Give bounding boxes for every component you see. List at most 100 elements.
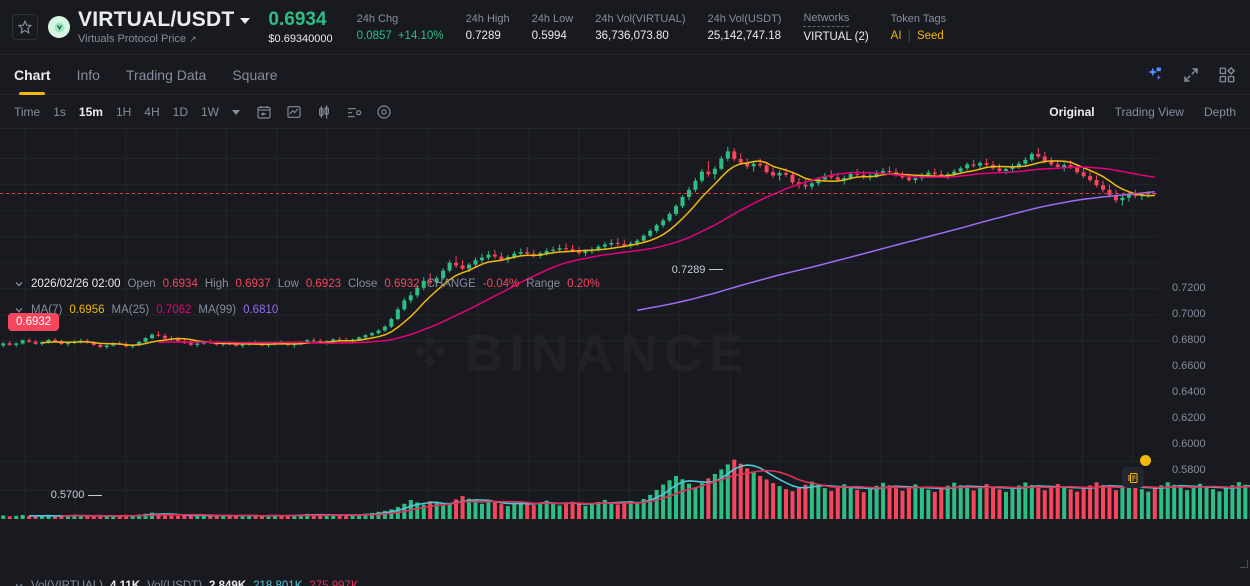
section-tabs: Chart Info Trading Data Square xyxy=(0,55,1250,95)
legend-close-label: Close xyxy=(348,278,378,290)
chart-canvas-area[interactable]: BINANCE 2026/02/26 02:00 Open 0.6934 Hig… xyxy=(0,129,1250,586)
volume-axis: 1M500K xyxy=(1158,574,1250,586)
stat-value: 0.5994 xyxy=(531,30,567,43)
legend-datetime: 2026/02/26 02:00 xyxy=(31,278,121,290)
ma7-value: 0.6956 xyxy=(69,304,105,316)
view-mode-switch: Original Trading View Depth xyxy=(1049,105,1236,119)
view-mode-original[interactable]: Original xyxy=(1049,104,1095,119)
view-mode-tradingview[interactable]: Trading View xyxy=(1114,104,1184,119)
current-price-badge: 0.6932 xyxy=(8,313,60,332)
legend-close-value: 0.6932 xyxy=(384,278,420,290)
vol-base-value: 4.11K xyxy=(110,580,141,586)
star-icon xyxy=(18,20,32,34)
timeframe-1d[interactable]: 1D xyxy=(172,104,188,119)
chg-percent: +14.10% xyxy=(397,30,444,43)
coin-logo-icon xyxy=(48,16,70,38)
price-tick-label: 0.7000 xyxy=(1172,307,1206,320)
legend-low-label: Low xyxy=(277,278,299,290)
legend-range-value: 0.20% xyxy=(567,278,600,290)
indicators-icon[interactable] xyxy=(346,104,362,120)
news-event-icon xyxy=(1128,472,1138,483)
tag-seed[interactable]: Seed xyxy=(916,30,944,43)
tag-ai[interactable]: AI xyxy=(890,30,902,43)
tab-chart[interactable]: Chart xyxy=(14,55,51,95)
tab-label: Trading Data xyxy=(125,66,207,83)
ma7-label: MA(7) xyxy=(31,304,63,316)
price-tick-label: 0.5800 xyxy=(1172,463,1206,476)
timeframe-1w[interactable]: 1W xyxy=(200,104,219,119)
tab-info[interactable]: Info xyxy=(77,55,100,95)
calendar-icon[interactable] xyxy=(256,104,272,120)
view-mode-depth[interactable]: Depth xyxy=(1203,104,1236,119)
period-low-marker: 0.5700 xyxy=(51,489,103,501)
price-tick-label: 0.6200 xyxy=(1172,411,1206,424)
chevron-down-icon[interactable] xyxy=(14,305,24,315)
period-high-marker: 0.7289 xyxy=(672,264,724,276)
ohlc-legend: 2026/02/26 02:00 Open 0.6934 High 0.6937… xyxy=(14,278,600,290)
timeframe-4h[interactable]: 4H xyxy=(144,104,160,119)
price-axis[interactable]: 0.7200 0.7000 0.6800 0.6600 0.6400 0.6200 0.60… xyxy=(1158,268,1250,586)
stat-token-tags: Token Tags AI | Seed xyxy=(891,12,946,42)
chevron-down-icon[interactable] xyxy=(231,110,240,115)
stat-networks[interactable]: Networks VIRTUAL (2) xyxy=(803,11,869,43)
ma-legend: MA(7) 0.6956 MA(25) 0.7062 MA(99) 0.6810 xyxy=(14,304,278,316)
usd-price: $0.69340000 xyxy=(268,33,333,46)
news-icon-box[interactable] xyxy=(1122,467,1145,489)
legend-open-label: Open xyxy=(127,278,156,290)
stat-24h-chg: 24h Chg 0.0857 +14.10% xyxy=(357,12,444,42)
ma25-value: 0.7062 xyxy=(156,304,192,316)
timeframe-1s[interactable]: 1s xyxy=(53,104,66,119)
tag-separator: | xyxy=(907,30,911,43)
candlestick-icon[interactable] xyxy=(316,104,332,120)
layout-grid-icon[interactable] xyxy=(1218,66,1236,84)
price-tick-label: 0.7200 xyxy=(1172,281,1206,294)
tabbar-actions xyxy=(1146,66,1236,84)
price-tick-label: 0.6600 xyxy=(1172,359,1206,372)
ma25-label: MA(25) xyxy=(111,304,150,316)
leader-line xyxy=(88,494,103,496)
stat-label: 24h Vol(USDT) xyxy=(707,12,782,25)
pair-subtitle[interactable]: Virtuals Protocol Price ↗ xyxy=(78,33,250,45)
stat-value: 36,736,073.80 xyxy=(595,30,669,43)
networks-label: Networks xyxy=(803,11,850,28)
line-chart-icon[interactable] xyxy=(286,104,302,120)
price-tick-label: 0.6400 xyxy=(1172,385,1206,398)
period-low-value: 0.5700 xyxy=(50,489,85,501)
timeframe-1h[interactable]: 1H xyxy=(115,104,132,119)
market-header: VIRTUAL/USDT Virtuals Protocol Price ↗ 0… xyxy=(0,0,1250,55)
settings-target-icon[interactable] xyxy=(376,104,392,120)
timeframe-15m[interactable]: 15m xyxy=(78,104,103,119)
stat-label: 24h Low xyxy=(531,12,574,25)
pair-block[interactable]: VIRTUAL/USDT Virtuals Protocol Price ↗ xyxy=(78,7,251,45)
tab-label: Chart xyxy=(14,66,51,83)
price-block: 0.6934 $0.69340000 xyxy=(268,9,332,46)
tab-label: Info xyxy=(76,66,100,83)
tab-trading-data[interactable]: Trading Data xyxy=(126,55,206,95)
ai-sparkle-icon[interactable] xyxy=(1146,66,1164,84)
legend-open-value: 0.6934 xyxy=(162,278,198,290)
last-price: 0.6934 xyxy=(268,8,327,30)
stat-label: 24h High xyxy=(465,12,510,25)
chevron-down-icon[interactable] xyxy=(14,279,24,289)
token-tags-label: Token Tags xyxy=(890,12,947,25)
expand-icon[interactable] xyxy=(1182,66,1200,84)
vol-quote-value: 2.849K xyxy=(209,580,247,586)
legend-range-label: Range xyxy=(526,278,561,290)
stat-24h-vol-base: 24h Vol(VIRTUAL) 36,736,073.80 xyxy=(595,12,685,42)
volume-legend: Vol(VIRTUAL) 4.11K Vol(USDT) 2.849K 218.… xyxy=(14,580,359,586)
tab-square[interactable]: Square xyxy=(232,55,277,95)
legend-high-label: High xyxy=(204,278,229,290)
pair-name: VIRTUAL/USDT xyxy=(78,7,235,31)
price-tick-label: 0.6000 xyxy=(1172,437,1206,450)
price-and-volume-plot xyxy=(0,129,1250,519)
chevron-down-icon[interactable] xyxy=(14,581,24,586)
virtuals-glyph-icon xyxy=(54,22,64,32)
favorite-star-button[interactable] xyxy=(12,14,38,40)
chart-toolbar: Time 1s 15m 1H 4H 1D 1W Original Trading… xyxy=(0,95,1250,129)
pair-subtitle-text: Virtuals Protocol Price xyxy=(78,33,187,46)
period-high-value: 0.7289 xyxy=(671,263,706,276)
resize-corner-handle[interactable] xyxy=(1240,560,1248,568)
chevron-down-icon[interactable] xyxy=(240,18,251,25)
vol-ma-pink-value: 275.997K xyxy=(309,580,359,586)
tab-label: Square xyxy=(232,66,278,83)
